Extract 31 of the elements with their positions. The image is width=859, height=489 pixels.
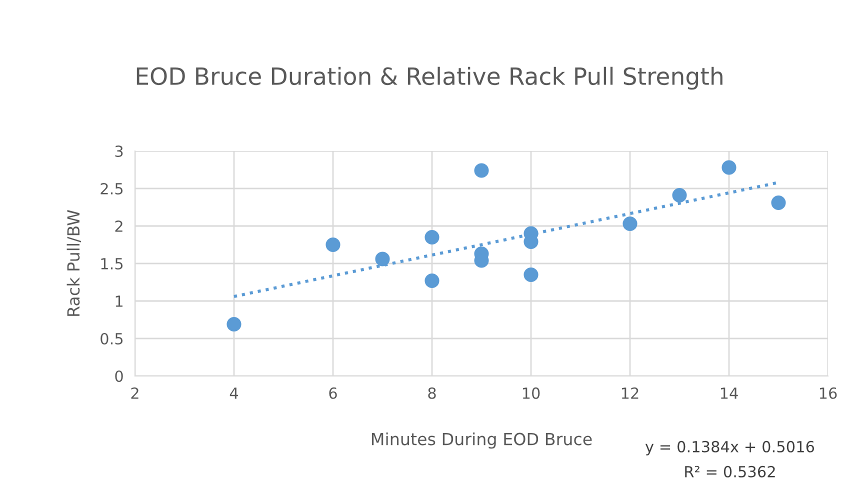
x-tick-label: 14 (720, 388, 738, 399)
x-tick-label: 16 (820, 387, 837, 399)
x-axis-title: Minutes During EOD Bruce (372, 432, 592, 449)
point (375, 252, 390, 266)
point (226, 316, 242, 332)
x-tick-label: 2 (131, 387, 138, 399)
chart-title: EOD Bruce Duration & Relative Rack Pull Strength (136, 66, 722, 90)
y-tick-label: 2 (115, 220, 122, 232)
point (474, 163, 489, 178)
y-tick-label: 2.5 (100, 182, 123, 195)
point (622, 216, 638, 232)
y-tick-label: 3 (115, 145, 123, 158)
point (524, 267, 538, 282)
y-tick-label: 0.5 (100, 332, 123, 345)
x-tick-label: 12 (622, 387, 638, 399)
y-axis-title: Rack Pull/BW (66, 210, 82, 316)
point (326, 237, 340, 252)
x-tick-label: 10 (522, 387, 540, 399)
y-tick-label: 1.5 (101, 258, 123, 270)
point (424, 230, 440, 245)
y-tick-label: 0 (115, 370, 123, 382)
point (424, 273, 440, 288)
x-tick-label: 6 (329, 387, 337, 399)
x-tick-label: 8 (428, 387, 436, 399)
x-tick-label: 4 (230, 388, 238, 399)
y-tick-label: 1 (116, 296, 122, 307)
point (722, 160, 736, 175)
text: y = 0.1384x + 0.5016 (645, 440, 814, 456)
point (771, 195, 786, 210)
text: R² = 0.5362 (685, 466, 775, 478)
point (672, 188, 687, 203)
